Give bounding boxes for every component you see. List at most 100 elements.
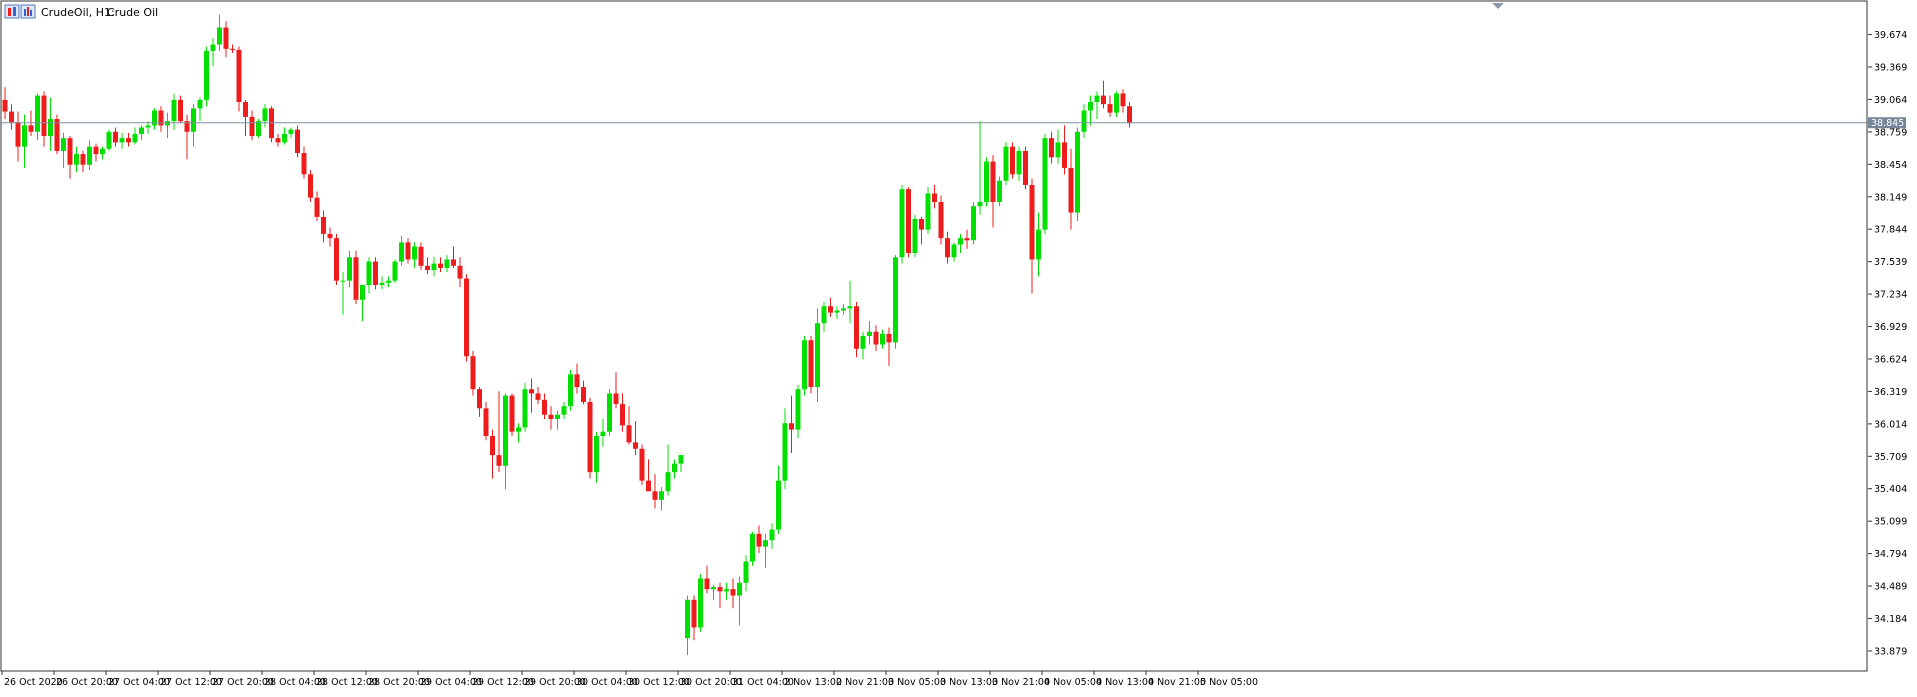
candle-body xyxy=(1127,106,1132,124)
candle xyxy=(269,106,274,143)
candle-body xyxy=(132,133,138,143)
candle xyxy=(535,387,541,405)
chart-type-icon-bar xyxy=(13,7,16,16)
candle xyxy=(496,391,502,473)
candle-body xyxy=(555,414,560,419)
candle-body xyxy=(444,259,450,268)
x-tick-label: 30 Oct 20:00 xyxy=(680,677,742,688)
candle-body xyxy=(2,99,8,112)
candle xyxy=(392,259,398,283)
candle xyxy=(119,132,125,149)
candle xyxy=(457,257,463,288)
candle xyxy=(906,187,911,258)
candle-body xyxy=(178,99,183,122)
candle-body xyxy=(334,238,339,281)
candle-body xyxy=(483,408,489,436)
candle-body xyxy=(139,127,144,134)
candle-body xyxy=(919,218,924,230)
candle-body xyxy=(171,99,177,122)
chart-type-icon[interactable] xyxy=(4,4,20,19)
candle xyxy=(35,93,40,141)
candle-body xyxy=(997,180,1002,202)
candle xyxy=(743,555,749,592)
candle-body xyxy=(613,393,619,405)
candle xyxy=(451,246,456,268)
candle xyxy=(984,157,989,207)
x-tick-label: 28 Oct 04:00 xyxy=(264,677,326,688)
candle xyxy=(256,119,261,139)
candle-body xyxy=(152,110,157,126)
candle xyxy=(171,93,177,130)
candle xyxy=(1029,178,1035,294)
x-tick-label: 2 Nov 21:00 xyxy=(836,677,894,688)
y-tick-label: 37.234 xyxy=(1874,290,1907,301)
candle xyxy=(880,329,885,349)
candle xyxy=(282,127,287,145)
candle xyxy=(1003,142,1009,185)
candle xyxy=(230,44,235,54)
candle-body xyxy=(496,455,502,466)
chart-shift-marker-icon[interactable] xyxy=(1492,3,1504,9)
candle-body xyxy=(1088,101,1093,111)
candle-body xyxy=(158,110,164,126)
candle-body xyxy=(119,138,125,143)
y-tick-label: 36.014 xyxy=(1874,419,1907,430)
x-tick-label: 26 Oct 20:00 xyxy=(56,677,118,688)
price-axis[interactable]: 39.674 39.369 39.064 38.759 38.454 38.149 37.8… xyxy=(1868,30,1907,657)
bar-chart-icon-bar xyxy=(24,9,26,16)
candle-body xyxy=(1036,229,1041,260)
candle xyxy=(1081,104,1087,139)
candle-body xyxy=(1023,150,1028,185)
candle xyxy=(490,429,495,479)
candle xyxy=(418,242,424,271)
candle xyxy=(912,214,918,258)
candle xyxy=(158,106,164,132)
candle-body xyxy=(503,395,508,466)
candle-body xyxy=(867,331,872,336)
candle-body xyxy=(626,425,632,443)
candle xyxy=(665,444,671,496)
candle xyxy=(360,284,365,322)
candle xyxy=(821,301,827,332)
candle xyxy=(340,272,346,315)
candle xyxy=(834,306,840,319)
candle xyxy=(919,216,924,245)
candle-body xyxy=(698,578,703,628)
candle-body xyxy=(256,121,261,137)
candle-body xyxy=(763,540,768,547)
candle xyxy=(22,114,27,168)
candle-body xyxy=(932,193,937,202)
x-tick-label: 31 Oct 04:00 xyxy=(732,677,794,688)
candle-body xyxy=(204,50,209,100)
candle-body xyxy=(854,306,859,349)
candle-body xyxy=(165,121,170,126)
candle xyxy=(197,97,203,122)
candle xyxy=(600,418,606,447)
candle-body xyxy=(964,238,970,241)
candle-body xyxy=(971,206,976,241)
candle-body xyxy=(516,427,521,432)
candle-body xyxy=(126,138,131,143)
candle xyxy=(841,304,846,315)
candle xyxy=(106,129,112,151)
candle-body xyxy=(724,589,729,592)
candle-body xyxy=(880,333,885,345)
candle-body xyxy=(100,148,105,155)
candle xyxy=(366,257,372,294)
candle xyxy=(28,110,34,137)
candle xyxy=(925,187,931,234)
candle-body xyxy=(834,310,840,313)
x-tick-label: 26 Oct 2020 xyxy=(4,677,63,688)
candle-body xyxy=(1068,167,1074,213)
candle xyxy=(997,176,1002,207)
candle-body xyxy=(945,238,950,258)
candle-body xyxy=(197,99,203,109)
x-tick-label: 29 Oct 20:00 xyxy=(524,677,586,688)
candle xyxy=(633,421,638,456)
candle xyxy=(932,184,937,209)
candle-body xyxy=(438,263,443,268)
candle-body xyxy=(477,389,482,409)
